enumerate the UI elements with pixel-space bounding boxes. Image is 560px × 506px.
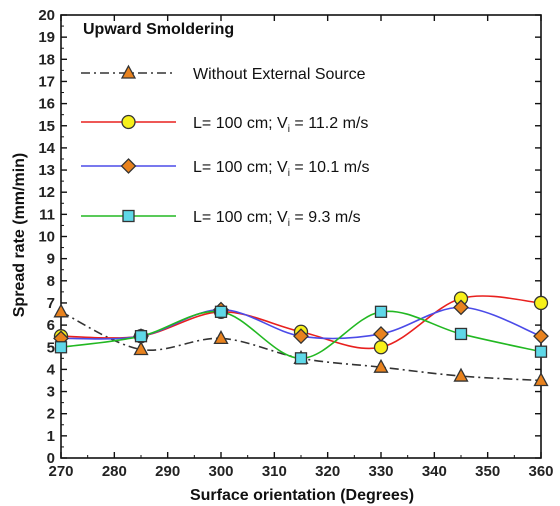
y-tick-label: 18 [38, 51, 55, 68]
series-line-1 [60, 311, 542, 382]
series-1-point [373, 358, 389, 373]
y-tick-label: 6 [47, 317, 55, 334]
series-1-point [453, 367, 469, 382]
series-4-point [454, 327, 468, 341]
series-1-point [213, 330, 229, 345]
series-3-point [293, 328, 309, 345]
y-tick-label: 9 [47, 251, 55, 268]
series-4-point [374, 305, 388, 318]
series-4-point [214, 305, 228, 318]
y-tick-label: 19 [38, 29, 55, 46]
series-4-point [54, 341, 68, 354]
x-tick-label: 360 [528, 463, 553, 480]
y-tick-label: 1 [47, 428, 55, 445]
y-tick-label: 11 [39, 206, 55, 223]
y-tick-label: 13 [38, 162, 55, 179]
y-tick-label: 17 [38, 73, 55, 90]
x-tick-label: 350 [475, 463, 500, 480]
y-axis-title: Spread rate (mm/min) [11, 153, 28, 317]
x-tick-label: 290 [155, 463, 180, 480]
y-tick-label: 15 [38, 118, 55, 135]
legend-label-4: L= 100 cm; Vi = 9.3 m/s [193, 209, 361, 229]
y-tick-label: 20 [38, 7, 55, 24]
y-tick-label: 14 [38, 140, 55, 157]
x-axis: 270 280 290 300 310 320 330 340 350 360 [48, 15, 554, 480]
series-1-point [533, 372, 549, 387]
legend-marker-2 [121, 114, 136, 130]
y-tick-label: 8 [47, 273, 55, 290]
x-tick-label: 340 [422, 463, 447, 480]
legend-label-1: Without External Source [193, 66, 366, 83]
series-1-point [53, 303, 69, 318]
legend-marker-3 [120, 158, 137, 174]
y-tick-label: 7 [47, 295, 55, 312]
y-tick-label: 5 [47, 339, 55, 356]
y-tick-label: 0 [47, 450, 55, 467]
y-tick-label: 4 [47, 361, 56, 378]
y-tick-label: 10 [38, 229, 55, 246]
x-tick-label: 280 [102, 463, 127, 480]
series-4-point [134, 330, 148, 343]
x-tick-label: 330 [368, 463, 393, 480]
y-tick-label: 12 [38, 184, 55, 201]
legend-label-3: L= 100 cm; Vi = 10.1 m/s [193, 159, 370, 179]
series-markers [53, 291, 549, 387]
x-tick-label: 310 [262, 463, 287, 480]
x-axis-title: Surface orientation (Degrees) [190, 487, 414, 504]
legend-label-2: L= 100 cm; Vi = 11.2 m/s [193, 115, 368, 135]
legend-marker-4 [122, 209, 135, 223]
series-4-point [294, 352, 308, 365]
series-2-point [373, 340, 389, 355]
legend-marker-1 [120, 64, 137, 79]
x-tick-label: 320 [315, 463, 340, 480]
series-3-point [373, 326, 389, 342]
series-4-point [534, 345, 548, 358]
chart-title: Upward Smoldering [83, 21, 234, 38]
x-tick-label: 300 [208, 463, 233, 480]
series-3-point [453, 299, 469, 316]
legend: Without External Source L= 100 cm; Vi = 1… [81, 64, 370, 229]
y-tick-label: 3 [47, 384, 55, 401]
series-3-point [533, 328, 549, 345]
y-tick-label: 16 [38, 96, 55, 113]
series-2-point [533, 295, 549, 311]
x-tick-label: 270 [48, 463, 73, 480]
series-1-point [133, 341, 149, 356]
y-tick-label: 2 [47, 406, 55, 423]
